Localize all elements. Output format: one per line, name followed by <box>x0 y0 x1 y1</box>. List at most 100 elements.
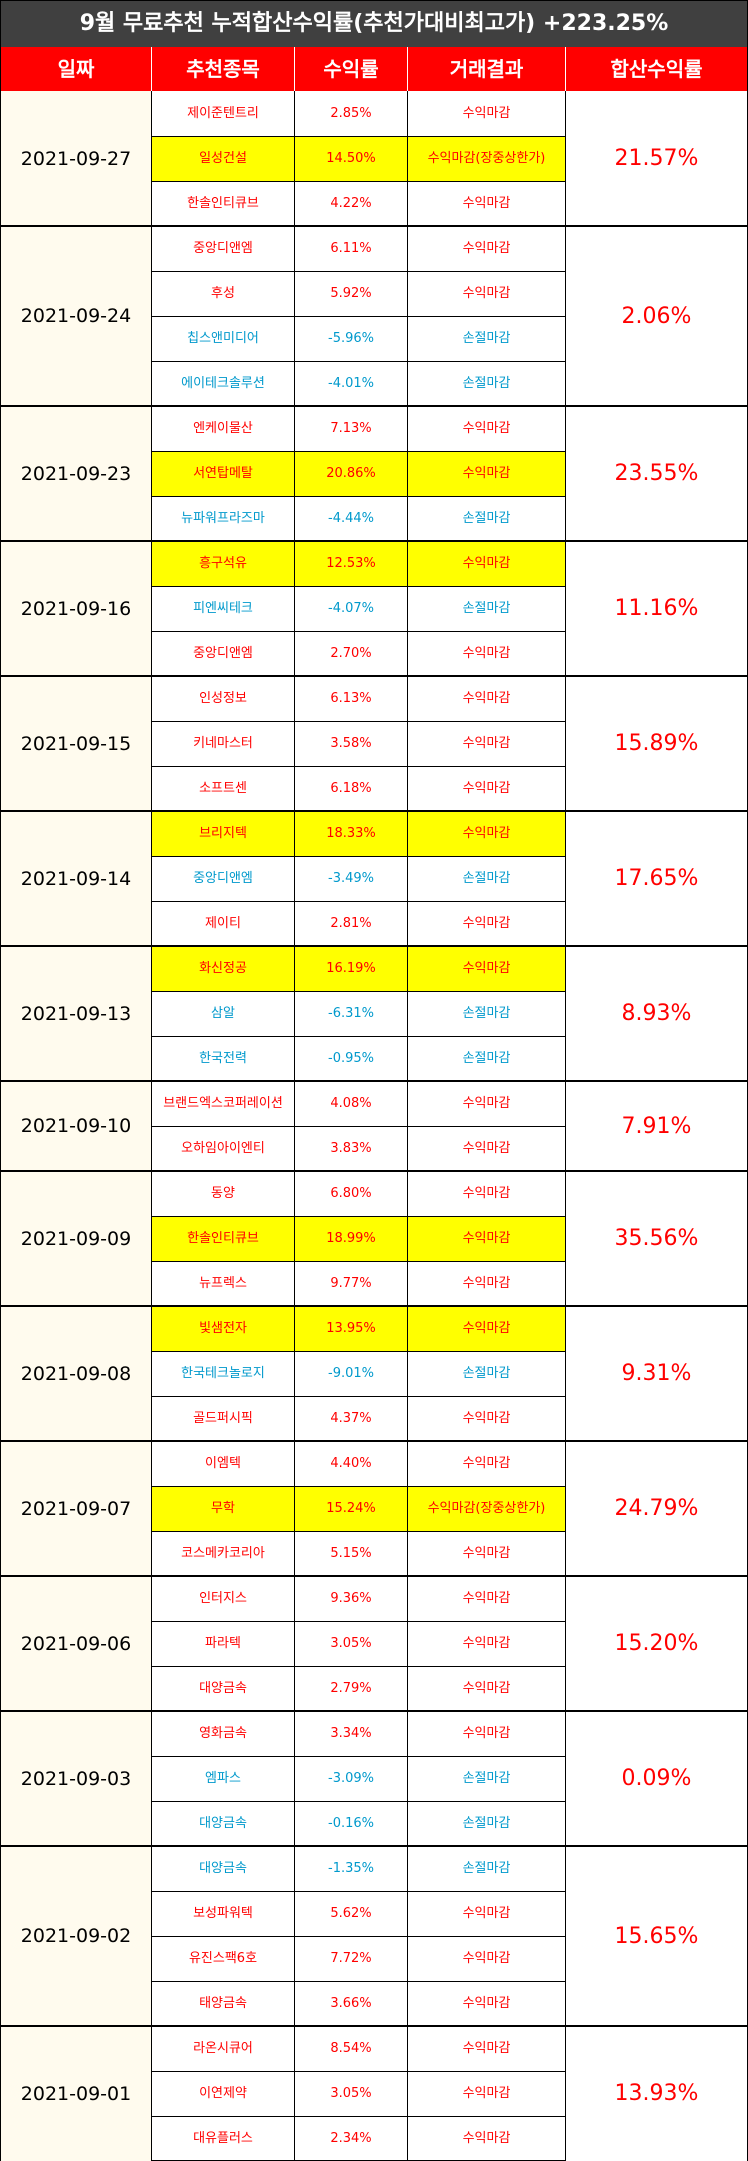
result-cell: 수익마감 <box>408 1666 566 1711</box>
table-row: 중앙디앤엠 6.11% 수익마감 <box>152 226 566 271</box>
date-group: 2021-09-02 대양금속 -1.35% 손절마감 보성파워텍 5.62% 수익마감 유진… <box>1 1845 747 2026</box>
return-cell: 4.40% <box>295 1441 408 1486</box>
date-group: 2021-09-08 빛샘전자 13.95% 수익마감 한국테크놀로지 -9.01% 손절마… <box>1 1305 747 1441</box>
result-cell: 수익마감 <box>408 271 566 316</box>
result-cell: 손절마감 <box>408 856 566 901</box>
table-row: 뉴프렉스 9.77% 수익마감 <box>152 1261 566 1306</box>
stock-name-cell: 무학 <box>152 1486 295 1531</box>
result-cell: 손절마감 <box>408 1846 566 1891</box>
result-cell: 수익마감 <box>408 1576 566 1621</box>
return-cell: 6.80% <box>295 1171 408 1216</box>
result-cell: 손절마감 <box>408 1801 566 1846</box>
return-cell: 14.50% <box>295 136 408 181</box>
group-total-cell: 7.91% <box>566 1081 747 1171</box>
result-cell: 수익마감 <box>408 1891 566 1936</box>
table-row: 동양 6.80% 수익마감 <box>152 1171 566 1216</box>
table-row: 유진스팩6호 7.72% 수익마감 <box>152 1936 566 1981</box>
group-divider <box>1 1305 747 1307</box>
result-cell: 수익마감(장중상한가) <box>408 1486 566 1531</box>
stock-name-cell: 골드퍼시픽 <box>152 1396 295 1441</box>
group-total-cell: 17.65% <box>566 811 747 946</box>
table-row: 키네마스터 3.58% 수익마감 <box>152 721 566 766</box>
stock-name-cell: 화신정공 <box>152 946 295 991</box>
date-cell: 2021-09-09 <box>1 1171 152 1306</box>
header-return: 수익률 <box>295 47 408 91</box>
date-cell: 2021-09-15 <box>1 676 152 811</box>
return-cell: 12.53% <box>295 541 408 586</box>
table-row: 일성건설 14.50% 수익마감(장중상한가) <box>152 136 566 181</box>
table-row: 한국전력 -0.95% 손절마감 <box>152 1036 566 1081</box>
stock-name-cell: 대양금속 <box>152 1801 295 1846</box>
row-divider <box>152 1261 566 1262</box>
date-cell: 2021-09-01 <box>1 2026 152 2161</box>
table-row: 브랜드엑스코퍼레이션 4.08% 수익마감 <box>152 1081 566 1126</box>
table-row: 흥구석유 12.53% 수익마감 <box>152 541 566 586</box>
table-row: 오하임아이엔티 3.83% 수익마감 <box>152 1126 566 1171</box>
row-divider <box>152 1621 566 1622</box>
stock-name-cell: 빛샘전자 <box>152 1306 295 1351</box>
row-divider <box>152 1216 566 1217</box>
row-divider <box>152 856 566 857</box>
header-stock: 추천종목 <box>152 47 295 91</box>
return-cell: 3.83% <box>295 1126 408 1171</box>
result-cell: 손절마감 <box>408 1351 566 1396</box>
result-cell: 수익마감 <box>408 1396 566 1441</box>
return-cell: 5.15% <box>295 1531 408 1576</box>
date-group: 2021-09-13 화신정공 16.19% 수익마감 삼알 -6.31% 손절마감 한국전력… <box>1 945 747 1081</box>
return-cell: -4.07% <box>295 586 408 631</box>
stock-name-cell: 삼알 <box>152 991 295 1036</box>
table-row: 화신정공 16.19% 수익마감 <box>152 946 566 991</box>
return-cell: -9.01% <box>295 1351 408 1396</box>
row-divider <box>152 1666 566 1667</box>
stock-name-cell: 제이준텐트리 <box>152 91 295 136</box>
date-group: 2021-09-14 브리지텍 18.33% 수익마감 중앙디앤엠 -3.49% 손절마감 제… <box>1 810 747 946</box>
return-cell: 2.81% <box>295 901 408 946</box>
result-cell: 수익마감 <box>408 676 566 721</box>
stock-name-cell: 브리지텍 <box>152 811 295 856</box>
stock-name-cell: 파라텍 <box>152 1621 295 1666</box>
stock-name-cell: 대양금속 <box>152 1666 295 1711</box>
row-divider <box>152 721 566 722</box>
row-divider <box>152 1531 566 1532</box>
result-cell: 손절마감 <box>408 361 566 406</box>
table-row: 이엠텍 4.40% 수익마감 <box>152 1441 566 1486</box>
return-cell: -3.09% <box>295 1756 408 1801</box>
stock-name-cell: 중앙디앤엠 <box>152 226 295 271</box>
result-cell: 수익마감 <box>408 181 566 226</box>
stock-name-cell: 엠파스 <box>152 1756 295 1801</box>
result-cell: 수익마감 <box>408 2026 566 2071</box>
group-divider <box>1 2025 747 2027</box>
table-row: 칩스앤미디어 -5.96% 손절마감 <box>152 316 566 361</box>
row-divider <box>152 361 566 362</box>
table-row: 보성파워텍 5.62% 수익마감 <box>152 1891 566 1936</box>
return-cell: -3.49% <box>295 856 408 901</box>
row-divider <box>152 1486 566 1487</box>
return-cell: -0.16% <box>295 1801 408 1846</box>
date-group: 2021-09-16 흥구석유 12.53% 수익마감 피엔씨테크 -4.07% 손절마감 중… <box>1 540 747 676</box>
table-row: 한솔인티큐브 4.22% 수익마감 <box>152 181 566 226</box>
date-cell: 2021-09-03 <box>1 1711 152 1846</box>
result-cell: 수익마감 <box>408 1126 566 1171</box>
result-cell: 손절마감 <box>408 991 566 1036</box>
stock-name-cell: 피엔씨테크 <box>152 586 295 631</box>
row-divider <box>152 586 566 587</box>
group-divider <box>1 405 747 407</box>
result-cell: 수익마감 <box>408 451 566 496</box>
table-row: 한솔인티큐브 18.99% 수익마감 <box>152 1216 566 1261</box>
result-cell: 수익마감 <box>408 901 566 946</box>
table-row: 태양금속 3.66% 수익마감 <box>152 1981 566 2026</box>
result-cell: 수익마감(장중상한가) <box>408 136 566 181</box>
return-cell: 3.58% <box>295 721 408 766</box>
stock-name-cell: 코스메카코리아 <box>152 1531 295 1576</box>
return-cell: 7.13% <box>295 406 408 451</box>
row-divider <box>152 631 566 632</box>
header-row: 일짜 추천종목 수익률 거래결과 합산수익률 <box>1 47 747 91</box>
result-cell: 수익마감 <box>408 226 566 271</box>
group-divider <box>1 945 747 947</box>
date-cell: 2021-09-07 <box>1 1441 152 1576</box>
result-cell: 수익마감 <box>408 721 566 766</box>
return-cell: 9.77% <box>295 1261 408 1306</box>
return-cell: 3.34% <box>295 1711 408 1756</box>
row-divider <box>152 2116 566 2117</box>
row-divider <box>152 271 566 272</box>
